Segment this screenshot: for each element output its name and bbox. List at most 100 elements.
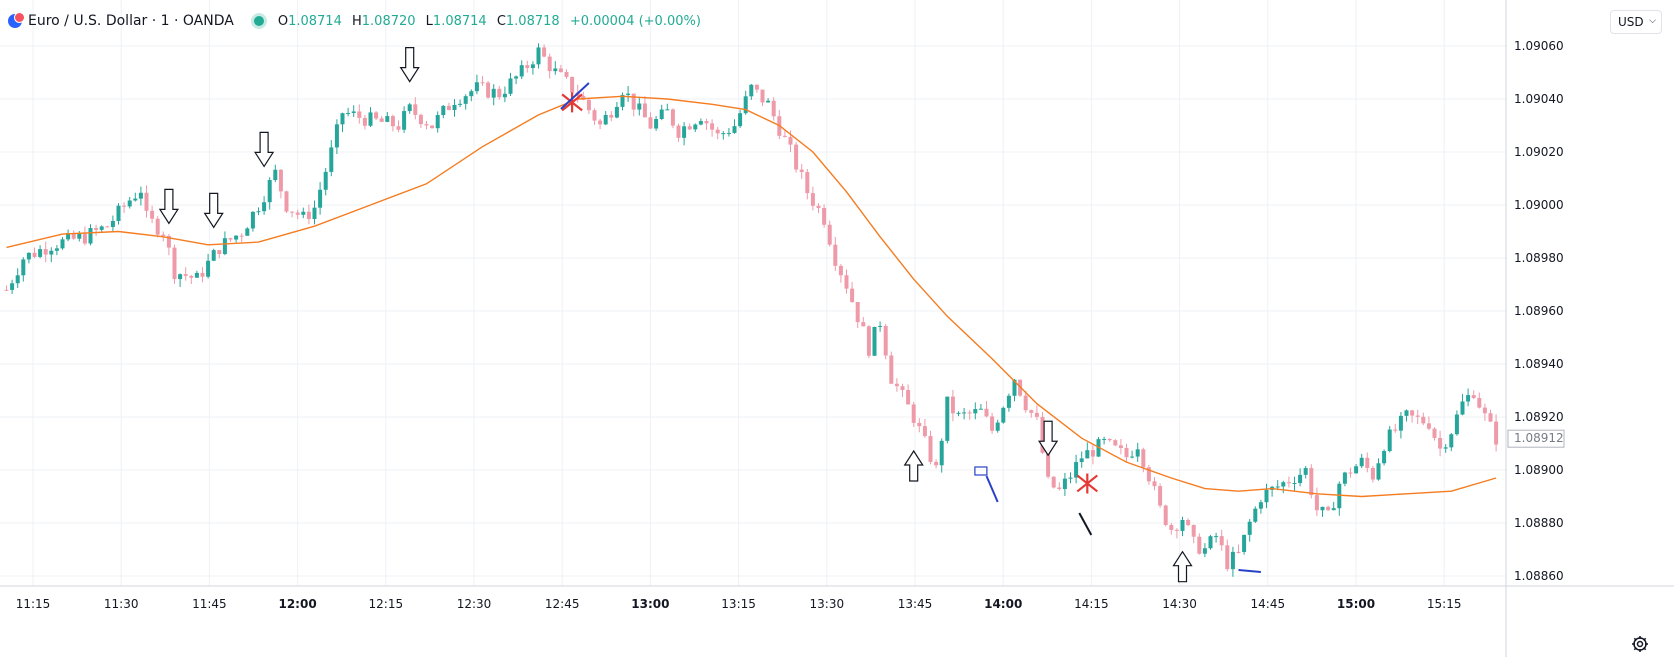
arrow-down-icon: [1038, 420, 1059, 457]
candle-body: [1247, 521, 1252, 535]
price-tick-label: 1.09040: [1514, 92, 1564, 106]
drawing-stroke: [560, 82, 590, 110]
candle-body: [66, 233, 71, 240]
candle-body: [732, 126, 737, 133]
candle-body: [1264, 489, 1269, 503]
candle-body: [161, 234, 166, 237]
moving-average-line: [6, 95, 1497, 498]
candle-body: [38, 249, 43, 257]
candle-body: [1426, 423, 1431, 429]
candle-body: [1158, 486, 1163, 506]
candle-body: [1281, 482, 1286, 487]
candle-body: [934, 461, 939, 466]
candle-body: [318, 189, 323, 208]
candle-body: [945, 396, 950, 441]
candle-body: [558, 68, 563, 73]
arrow-up-icon: [903, 449, 924, 482]
candle-body: [1202, 548, 1207, 554]
candle-body: [245, 228, 250, 236]
candle-body: [838, 265, 843, 276]
candle-body: [626, 93, 631, 95]
candle-body: [900, 386, 905, 390]
candle-body: [1275, 486, 1280, 488]
candle-body: [166, 236, 171, 248]
time-tick-label: 15:15: [1427, 597, 1462, 611]
candle-body: [1169, 525, 1174, 530]
candle-body: [323, 171, 328, 190]
candle-body: [446, 105, 451, 111]
candle-body: [1421, 416, 1426, 424]
time-tick-label: 13:45: [898, 597, 933, 611]
arrow-down-icon: [399, 47, 420, 83]
candle-body: [334, 124, 339, 148]
candle-body: [144, 192, 149, 211]
drawing-stroke: [1238, 569, 1261, 573]
candle-body: [1146, 467, 1151, 482]
open-label: O: [277, 13, 289, 29]
candle-body: [1410, 410, 1415, 416]
candle-body: [850, 288, 855, 303]
candle-body: [1208, 536, 1213, 549]
candle-body: [234, 235, 239, 240]
arrow-up-icon: [1172, 550, 1193, 583]
candle-body: [738, 113, 743, 127]
candle-body: [794, 144, 799, 170]
candle-body: [60, 239, 65, 249]
cross-marker-icon: [561, 92, 583, 113]
candle-body: [614, 106, 619, 118]
candle-body: [1029, 410, 1034, 413]
candle-body: [239, 235, 244, 237]
candle-body: [1488, 413, 1493, 422]
candle-body: [665, 109, 670, 111]
candle-body: [855, 302, 860, 323]
price-tick-label: 1.09000: [1514, 198, 1564, 212]
candle-body: [1303, 468, 1308, 475]
symbol-title[interactable]: Euro / U.S. Dollar · 1 · OANDA: [28, 13, 234, 29]
candle-body: [878, 325, 883, 327]
candle-body: [715, 129, 720, 134]
price-tick-label: 1.09060: [1514, 39, 1564, 53]
candle-body: [782, 135, 787, 137]
candle-body: [693, 124, 698, 130]
time-tick-label: 14:45: [1251, 597, 1286, 611]
candle-body: [1242, 534, 1247, 552]
currency-selector[interactable]: USD ⌵: [1610, 10, 1662, 34]
candle-body: [1135, 449, 1140, 457]
candle-body: [1320, 506, 1325, 511]
candle-body: [1085, 450, 1090, 459]
candle-body: [435, 115, 440, 129]
candle-body: [1348, 472, 1353, 474]
candle-body: [911, 404, 916, 423]
candle-body: [430, 125, 435, 129]
candle-body: [1197, 536, 1202, 554]
candle-body: [189, 275, 194, 278]
candle-body: [1068, 477, 1073, 479]
price-tick-label: 1.08900: [1514, 463, 1564, 477]
candle-body: [1443, 447, 1448, 449]
candle-body: [469, 91, 474, 97]
candle-body: [1012, 379, 1017, 396]
candle-body: [88, 228, 93, 244]
candle-body: [659, 109, 664, 120]
candle-body: [418, 114, 423, 125]
price-tick-label: 1.08920: [1514, 410, 1564, 424]
candle-body: [810, 193, 815, 206]
cross-marker-icon: [1076, 473, 1098, 494]
settings-gear-icon[interactable]: [1630, 634, 1650, 654]
last-price-tag: [1507, 429, 1565, 448]
low-value: 1.08714: [432, 13, 487, 29]
candle-body: [306, 211, 311, 219]
open-value: 1.08714: [288, 13, 342, 29]
candle-body: [301, 211, 306, 215]
low-label: L: [425, 13, 433, 29]
last-price-value: 1.08912: [1514, 431, 1564, 445]
candle-body: [547, 56, 552, 72]
candle-body: [917, 422, 922, 427]
market-status-icon: [253, 16, 264, 26]
candle-body: [704, 121, 709, 124]
candle-body: [82, 233, 87, 244]
candle-body: [1382, 451, 1387, 464]
candle-body: [1107, 438, 1112, 441]
candle-body: [1337, 483, 1342, 509]
